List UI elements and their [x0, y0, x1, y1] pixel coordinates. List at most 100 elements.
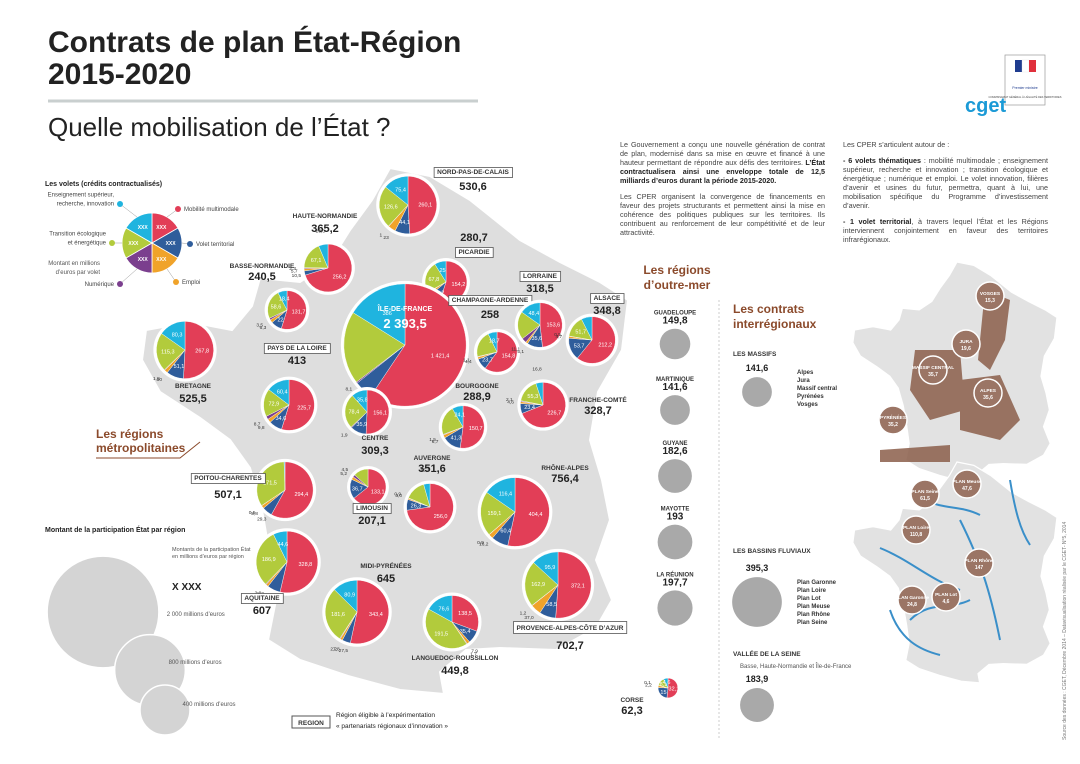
- slice-label: 1,9: [341, 432, 348, 438]
- size-legend-title: Montant de la participation État par rég…: [45, 525, 185, 534]
- pie-slice: [507, 477, 550, 547]
- right-maps: [852, 261, 1058, 684]
- region-total: 348,8: [593, 305, 621, 317]
- map-marker-value: 15,3: [985, 298, 995, 304]
- slice-label: 4,6: [507, 399, 514, 405]
- legend-note: d’euros par volet: [56, 270, 101, 276]
- slice-label: 116,4: [499, 492, 512, 498]
- legend-title: Les volets (crédits contractualisés): [45, 181, 162, 188]
- region-name: LANGUEDOC-ROUSSILLON: [412, 655, 499, 662]
- region-name: PAYS DE LA LOIRE: [267, 345, 327, 352]
- region-name: ÎLE-DE-FRANCE: [377, 304, 433, 313]
- map-marker-value: 19,6: [961, 346, 971, 352]
- map-marker-value: 35,7: [928, 372, 938, 378]
- subtitle: Quelle mobilisation de l’État ?: [48, 112, 391, 142]
- slice-label: 156,1: [373, 410, 387, 416]
- slice-label: 8,7: [254, 422, 261, 428]
- legend-note: Montant en millions: [48, 261, 100, 267]
- slice-label: 24,1: [454, 413, 465, 419]
- contract-list: Plan Lot: [797, 596, 821, 602]
- region-total: 756,4: [551, 473, 579, 485]
- pie-slice: [533, 551, 559, 586]
- slice-label: 294,4: [294, 492, 308, 498]
- slice-label: 32,1: [669, 686, 680, 692]
- pie-slice: [365, 389, 390, 435]
- pie-slice: [423, 483, 431, 508]
- map-marker: [918, 355, 948, 385]
- legend-leader: [119, 203, 138, 218]
- slice-label: 162,9: [531, 582, 545, 588]
- text: Les CPER s’articulent autour de :: [843, 140, 950, 149]
- legend-dot: [117, 201, 123, 207]
- slice-label: 2,2: [330, 646, 337, 652]
- slice-label: 0,5: [249, 510, 256, 516]
- region-total: 645: [377, 573, 395, 585]
- pie-slice: [487, 331, 498, 353]
- map-marker: [952, 469, 982, 499]
- map-marker-value: 35,6: [983, 395, 993, 401]
- slice-label: 0,5: [554, 332, 561, 338]
- slice-label: 25: [439, 268, 445, 274]
- slice-label: 4,6: [663, 680, 671, 686]
- overseas-circle: [657, 590, 693, 626]
- contract-list: Massif central: [797, 386, 837, 392]
- text: , à travers lequel l’État et les Régions…: [843, 217, 1048, 244]
- map-marker-name: VOSGES: [980, 291, 1001, 297]
- legend-sample: XXX: [166, 241, 177, 247]
- region-total: 288,9: [463, 391, 491, 403]
- slice-label: 67,8: [428, 277, 439, 283]
- region-total: 507,1: [214, 489, 242, 501]
- map-marker-name: MASSIF CENTRAL: [912, 365, 954, 371]
- slice-label: 4,5: [341, 467, 348, 473]
- slice-label: 2,2: [645, 683, 652, 689]
- pie-slice: [267, 292, 288, 319]
- pie-slice: [268, 379, 290, 406]
- region-total: 702,7: [556, 640, 584, 652]
- legend-label: recherche, innovation: [57, 202, 114, 208]
- slice-label: 1,5: [429, 437, 436, 443]
- slice-label: 154,8: [502, 354, 516, 360]
- slice-label: 171,5: [263, 480, 277, 486]
- slice-label: 1,8: [153, 376, 160, 382]
- pie-slice: [581, 316, 593, 341]
- map-marker-name: ALPES: [980, 388, 997, 394]
- legend-label: Transition écologique: [49, 232, 106, 238]
- slice-label: 6,7: [432, 439, 439, 445]
- region-total: 258: [481, 309, 499, 321]
- region-total: 449,8: [441, 665, 469, 677]
- pie-slice: [539, 302, 563, 348]
- slice-label: 7,9: [471, 649, 478, 655]
- pie-slice: [277, 290, 288, 311]
- slice-label: 1,1: [463, 358, 470, 364]
- pie-slice: [577, 316, 616, 364]
- pie-slice: [521, 382, 566, 428]
- slice-label: 35,8: [357, 398, 368, 404]
- eligible-frame: [455, 247, 494, 258]
- slice-label: 58,6: [271, 304, 282, 310]
- slice-label: 53,7: [574, 344, 585, 350]
- region-total: 525,5: [179, 393, 207, 405]
- slice-label: 35,6: [531, 336, 542, 342]
- region-name: NORD-PAS-DE-CALAIS: [437, 169, 509, 176]
- slice-label: 115,3: [161, 349, 174, 355]
- legend-label: Emploi: [182, 280, 200, 286]
- logo-line: Premier ministre: [1012, 86, 1038, 90]
- region-name: AQUITAINE: [244, 595, 280, 602]
- slice-label: 186,9: [262, 557, 276, 563]
- title-line: 2015-2020: [48, 58, 191, 91]
- slice-label: 8,1: [660, 682, 668, 688]
- eligible-frame: [513, 621, 628, 634]
- slice-label: 44,1: [399, 220, 410, 226]
- pie-slice: [480, 492, 516, 535]
- pie-slice: [524, 562, 559, 606]
- region-name: HAUTE-NORMANDIE: [293, 213, 358, 220]
- paragraph: - 1 volet territorial, à travers lequel …: [843, 217, 1048, 244]
- flag-white: [1021, 59, 1030, 73]
- slice-label: 7,8: [333, 646, 340, 652]
- pie-slice: [273, 531, 288, 563]
- region-name: RHÔNE-ALPES: [541, 463, 589, 472]
- slice-label: 10: [157, 377, 163, 383]
- map-marker: [964, 548, 994, 578]
- map-marker-value: 147: [975, 565, 984, 571]
- legend-dot: [175, 206, 181, 212]
